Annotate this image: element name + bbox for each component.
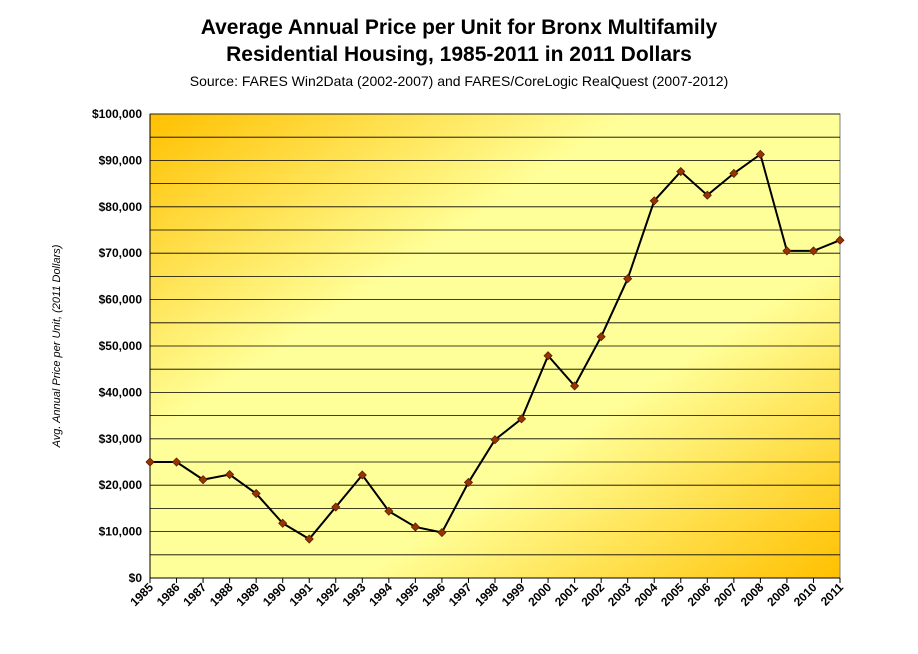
- x-tick-label: 1997: [446, 580, 475, 609]
- x-tick-label: 1990: [260, 580, 289, 609]
- data-point: [702, 190, 712, 200]
- x-tick-label: 1991: [287, 580, 316, 609]
- data-point: [808, 246, 819, 256]
- data-point: [278, 518, 288, 528]
- y-tick-label: $0: [129, 571, 143, 585]
- y-tick-label: $80,000: [99, 200, 143, 214]
- x-tick-label: 2011: [818, 580, 847, 609]
- data-point: [516, 414, 527, 424]
- data-point: [570, 381, 580, 391]
- data-point: [835, 235, 845, 245]
- data-point: [410, 522, 420, 532]
- data-point: [171, 457, 182, 467]
- x-tick-label: 1986: [154, 580, 183, 609]
- y-tick-label: $40,000: [99, 385, 143, 399]
- x-tick-label: 2007: [711, 580, 740, 609]
- x-tick-label: 2010: [791, 580, 820, 609]
- x-tick-label: 2003: [605, 580, 634, 609]
- x-tick-label: 1996: [419, 580, 448, 609]
- data-point: [676, 166, 686, 177]
- x-tick-label: 2001: [552, 580, 581, 609]
- data-point: [623, 274, 633, 284]
- y-tick-label: $50,000: [99, 339, 143, 353]
- data-point: [437, 527, 447, 538]
- y-tick-label: $20,000: [99, 478, 143, 492]
- y-tick-label: $30,000: [99, 432, 143, 446]
- data-point: [755, 149, 765, 159]
- chart-title-line1: Average Annual Price per Unit for Bronx …: [200, 16, 718, 39]
- data-point: [463, 477, 474, 487]
- x-tick-label: 1993: [340, 580, 369, 609]
- data-point: [198, 475, 208, 485]
- x-tick-label: 2008: [738, 580, 767, 609]
- gridlines: [150, 113, 840, 556]
- x-tick-label: 1998: [472, 580, 501, 609]
- x-axis-tick-labels: 1985198619871988198919901991199219931994…: [127, 580, 846, 609]
- series-layer: [145, 149, 845, 544]
- y-tick-label: $100,000: [92, 107, 142, 121]
- y-tick-label: $70,000: [99, 246, 143, 260]
- data-point: [490, 435, 500, 445]
- data-point: [782, 246, 792, 256]
- x-tick-label: 1987: [180, 580, 209, 609]
- x-tick-label: 2002: [578, 580, 607, 609]
- axes: [149, 114, 841, 583]
- x-tick-label: 2006: [685, 580, 714, 609]
- x-tick-label: 1992: [313, 580, 342, 609]
- data-point: [251, 488, 261, 499]
- y-axis-tick-labels: $0 $10,000 $20,000 $30,000 $40,000 $50,000 $60…: [92, 107, 142, 585]
- data-point: [145, 457, 155, 467]
- x-tick-label: 2000: [525, 580, 554, 609]
- data-point: [225, 469, 235, 480]
- data-point: [384, 506, 394, 516]
- x-tick-label: 1989: [233, 580, 262, 609]
- x-tick-label: 1988: [207, 580, 236, 609]
- data-point: [304, 534, 314, 544]
- chart-title-line2: Residential Housing, 1985-2011 in 2011 D…: [226, 43, 692, 66]
- x-tick-label: 1994: [366, 580, 395, 609]
- data-point: [543, 351, 553, 361]
- y-tick-label: $90,000: [99, 153, 143, 167]
- y-tick-label: $10,000: [99, 525, 143, 539]
- data-point: [729, 168, 739, 178]
- x-tick-label: 1995: [393, 580, 422, 609]
- data-point: [649, 196, 659, 206]
- data-point: [357, 470, 367, 480]
- x-tick-label: 1999: [499, 580, 528, 609]
- x-tick-label: 2005: [658, 580, 687, 609]
- chart-subtitle: Source: FARES Win2Data (2002-2007) and F…: [189, 73, 729, 89]
- chart-title: Average Annual Price per Unit for Bronx …: [0, 14, 918, 68]
- y-axis-label: Avg. Annual Price per Unit, (2011 Dollar…: [51, 244, 63, 448]
- y-tick-label: $60,000: [99, 293, 143, 307]
- data-point: [331, 502, 341, 512]
- data-point: [596, 332, 606, 342]
- x-tick-label: 2009: [764, 580, 793, 609]
- x-tick-label: 2004: [632, 580, 661, 609]
